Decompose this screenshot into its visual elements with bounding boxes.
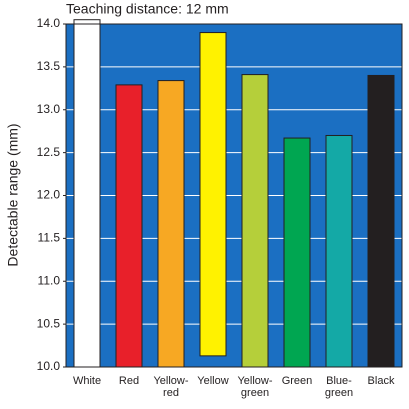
bar — [157, 80, 185, 368]
bar — [241, 74, 269, 368]
y-axis-label: Detectable range (mm) — [5, 123, 21, 266]
x-tick-label: red — [163, 387, 179, 399]
x-tick-label: Blue- — [326, 375, 352, 387]
x-tick-label: Green — [282, 375, 313, 387]
x-tick-label: Red — [119, 375, 139, 387]
x-tick-label: Yellow- — [237, 375, 272, 387]
bar — [73, 19, 101, 368]
x-tick-label: green — [325, 387, 353, 399]
y-tick-label: 10.0 — [37, 359, 61, 373]
y-tick-label: 13.0 — [37, 102, 61, 116]
bar — [115, 84, 143, 368]
x-tick-label: green — [241, 387, 269, 399]
y-tick-label: 12.0 — [37, 188, 61, 202]
y-tick-label: 11.0 — [38, 273, 61, 287]
y-tick-label: 11.5 — [38, 231, 61, 245]
plot-frame — [65, 23, 403, 368]
x-tick-label: Yellow- — [153, 375, 188, 387]
y-tick-label: 13.5 — [37, 59, 61, 73]
bar — [283, 137, 311, 368]
x-tick-label: Black — [368, 375, 395, 387]
y-tick-label: 14.0 — [37, 16, 61, 30]
x-tick-label: White — [73, 375, 101, 387]
bar — [325, 134, 353, 368]
y-tick-label: 12.5 — [37, 145, 61, 159]
x-tick-label: Yellow — [197, 375, 228, 387]
chart-title: Teaching distance: 12 mm — [66, 1, 229, 17]
bar — [199, 32, 227, 357]
y-tick-label: 10.5 — [37, 316, 61, 330]
bar — [367, 74, 395, 368]
